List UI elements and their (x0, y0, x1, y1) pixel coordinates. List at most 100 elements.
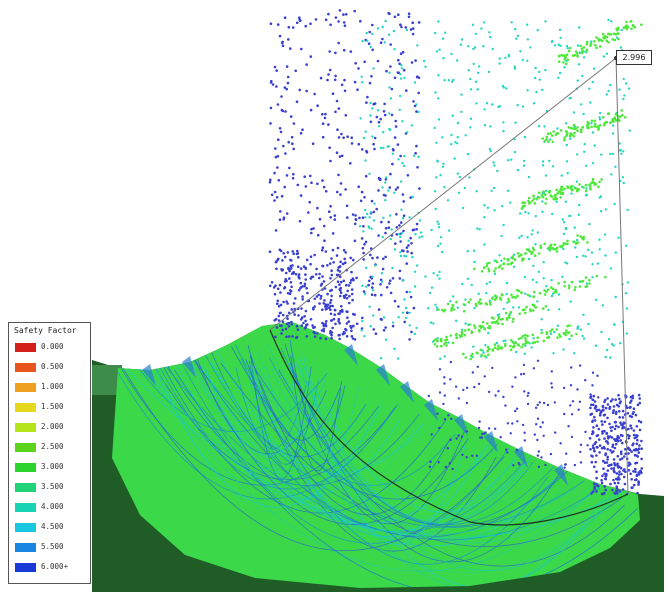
slip-center-point (393, 248, 397, 251)
slip-center-point (480, 436, 484, 439)
bench-step (400, 381, 414, 403)
slip-center-point (531, 303, 534, 307)
slip-center-point (603, 420, 607, 424)
slip-circle-trace (298, 356, 532, 513)
slip-center-point (312, 227, 315, 230)
slip-center-point (301, 295, 304, 298)
slip-center-point (576, 129, 579, 133)
slip-center-point (623, 116, 627, 119)
slip-center-point (606, 455, 609, 459)
slip-center-point (618, 416, 621, 419)
slip-center-point (399, 52, 403, 55)
slip-center-point (409, 196, 413, 199)
slip-center-point (614, 165, 617, 168)
slip-center-point (502, 307, 505, 311)
slip-circle-trace (201, 365, 517, 532)
slip-center-point (371, 275, 374, 278)
slip-center-point (483, 204, 486, 207)
slip-center-point (354, 214, 357, 217)
legend-swatch (15, 543, 36, 552)
slip-center-point (285, 300, 288, 303)
slip-center-point (333, 218, 337, 221)
slip-circle-trace (182, 342, 417, 511)
slip-center-point (269, 122, 272, 125)
slip-center-point (299, 281, 303, 285)
slip-center-point (474, 326, 477, 330)
slip-center-point (301, 298, 305, 301)
slip-center-point (297, 288, 301, 292)
slip-center-point (384, 255, 387, 259)
slip-center-point (469, 117, 473, 121)
slip-center-point (576, 388, 579, 391)
slip-center-point (619, 450, 623, 454)
slip-circle-trace (249, 355, 451, 515)
slip-center-point (611, 118, 614, 121)
slip-center-point (415, 264, 419, 267)
slip-center-point (330, 273, 334, 277)
slip-center-point (417, 155, 420, 159)
slip-center-point (632, 483, 636, 487)
slip-center-point (414, 59, 417, 62)
slip-center-point (536, 340, 539, 343)
slip-center-point (282, 300, 285, 304)
slip-center-point (491, 47, 494, 51)
slip-center-point (437, 74, 440, 77)
legend-swatch (15, 443, 36, 452)
slip-center-point (393, 76, 397, 80)
slip-center-point (592, 394, 596, 398)
slip-center-point (280, 268, 283, 271)
slip-center-point (536, 417, 540, 420)
slip-center-point (477, 426, 481, 430)
slip-center-point (522, 164, 526, 167)
slip-center-point (291, 335, 294, 338)
slip-center-point (575, 180, 579, 183)
slip-center-point (626, 412, 630, 415)
slip-center-point (399, 221, 403, 224)
slip-center-point (544, 20, 547, 23)
slip-center-point (429, 321, 433, 324)
slip-center-point (615, 27, 618, 31)
slip-center-point (533, 254, 537, 257)
slip-center-point (640, 467, 644, 470)
slip-center-point (609, 426, 612, 429)
slip-center-point (517, 254, 521, 258)
slip-center-point (523, 275, 527, 279)
slip-center-point (529, 46, 532, 49)
slip-center-point (335, 273, 339, 277)
slip-center-point (447, 229, 451, 232)
slip-center-point (587, 126, 590, 130)
slip-center-point (606, 416, 609, 420)
slip-center-point (296, 249, 299, 253)
slip-center-point (376, 109, 380, 112)
slip-center-point (377, 234, 380, 237)
slip-center-point (614, 295, 617, 299)
slip-center-point (287, 311, 291, 315)
slip-center-point (330, 333, 333, 337)
slip-center-point (611, 445, 614, 449)
slip-center-point (562, 247, 565, 251)
slip-circle-trace (114, 358, 379, 486)
slip-center-point (522, 159, 526, 163)
slip-center-point (466, 250, 469, 253)
slip-center-point (536, 438, 539, 442)
bench-step (376, 364, 390, 386)
slip-center-point (381, 37, 384, 41)
slip-center-point (304, 319, 307, 323)
slip-center-point (595, 434, 599, 438)
slip-center-point (292, 302, 296, 305)
slip-center-point (324, 190, 328, 193)
slip-center-point (357, 142, 361, 146)
legend-label: 5.500 (41, 542, 64, 551)
slip-center-point (505, 292, 508, 296)
slip-center-point (604, 477, 607, 481)
slip-center-point (461, 282, 464, 286)
slip-center-point (523, 439, 526, 442)
slip-center-point (342, 279, 346, 283)
slip-center-point (510, 293, 513, 297)
slip-center-point (560, 53, 563, 57)
slip-center-point (514, 376, 517, 379)
slip-center-point (437, 97, 440, 100)
slip-center-point (361, 216, 365, 219)
slip-center-point (561, 275, 564, 278)
slip-center-point (612, 344, 615, 347)
